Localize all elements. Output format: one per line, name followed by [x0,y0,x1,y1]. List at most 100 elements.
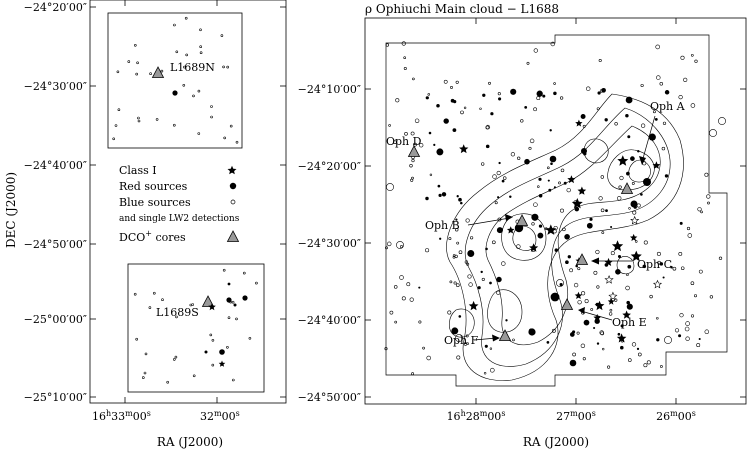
blue-source [533,107,537,112]
blue-source [489,347,493,350]
blue-source [614,298,618,302]
left-x-tick-label: 32m00s [200,409,240,423]
red-source [425,196,429,201]
blue-source [232,378,235,382]
red-source [617,254,622,259]
legend-star-icon [227,165,237,175]
blue-source [700,210,703,214]
blue-source [393,140,397,144]
red-source [227,282,231,286]
blue-source [199,28,202,32]
blue-source [646,360,651,365]
red-source [433,143,436,146]
red-source [496,276,502,283]
class-i-star [594,300,605,311]
blue-source [199,51,203,55]
class-i-star [630,233,638,241]
blue-source [463,106,467,110]
blue-source [690,53,694,57]
blue-source [412,77,415,81]
label-oph-c: Oph C [637,258,672,271]
red-source [553,186,556,189]
blue-source [690,314,695,318]
blue-source [235,317,238,321]
inset-l1689n-label: L1689N [170,61,215,74]
class-i-star [567,175,576,184]
blue-source [211,363,215,367]
arrow-head [639,156,646,165]
class-i-star [459,144,469,154]
label-oph-f: Oph F [444,334,479,347]
blue-source [406,282,411,287]
blue-source [456,241,460,245]
blue-source [399,275,404,280]
blue-source [161,298,164,302]
blue-source [401,296,406,301]
blue-source [600,175,604,179]
inset-l1689s-sources [133,268,258,384]
red-source [626,171,630,176]
arrow-head [492,334,500,342]
blue-source [443,79,448,84]
blue-source [627,358,632,362]
red-source [605,209,608,213]
right-x-tick-labels: 16h28m00s 27m00s 26m00s [447,409,696,423]
red-source [615,269,621,275]
red-source [418,286,421,289]
blue-source [175,50,179,54]
dco-core-triangle [407,145,421,157]
blue-source [529,138,535,144]
class-i-star [593,313,602,322]
blue-source [466,342,469,345]
blue-source [466,262,470,266]
blue-source [173,358,176,361]
blue-source [490,367,495,373]
blue-source [595,249,600,255]
right-panel: ρ Ophiuchi Main cloud − L1688 −24°10′00″… [298,2,747,449]
blue-source [197,89,201,93]
class-i-star [571,198,583,209]
red-source [642,264,647,269]
red-source [656,338,660,342]
right-x-axis-label: RA (J2000) [523,435,589,449]
class-i-star [506,226,515,234]
left-plot-frame [89,0,287,404]
blue-source [683,77,688,82]
blue-source [454,254,458,259]
red-source [580,114,586,119]
right-y-tick-labels: −24°10′00″ −24°20′00″ −24°30′00″ −24°40′… [298,83,361,404]
source-markers [384,41,726,376]
blue-source [599,330,604,335]
dco-core-triangle [575,253,589,265]
blue-source [694,59,698,63]
blue-source [403,56,407,60]
blue-source [625,285,630,291]
arrow-head [578,307,585,314]
blue-source [384,347,388,351]
blue-source [680,266,685,270]
blue-source [429,173,433,177]
blue-source [619,175,624,181]
blue-source [488,81,491,85]
left-y-tick-label: −25°10′00″ [24,391,87,404]
blue-source [526,61,530,65]
red-source [542,94,546,98]
blue-source [243,271,246,275]
blue-source [155,118,159,121]
red-source [586,222,593,229]
blue-source [410,178,414,182]
blue-source [679,313,684,318]
blue-source [211,338,215,342]
blue-source [632,210,637,215]
blue-source [222,65,225,69]
extended-source [396,241,404,249]
blue-source [409,297,414,302]
blue-source [160,69,164,73]
dco-core-triangle [201,295,215,307]
red-source [460,201,463,205]
class-i-star [611,240,624,252]
blue-source [718,256,723,260]
blue-source [458,250,463,255]
blue-source [517,156,521,160]
right-y-tick-label: −24°10′00″ [298,83,361,96]
